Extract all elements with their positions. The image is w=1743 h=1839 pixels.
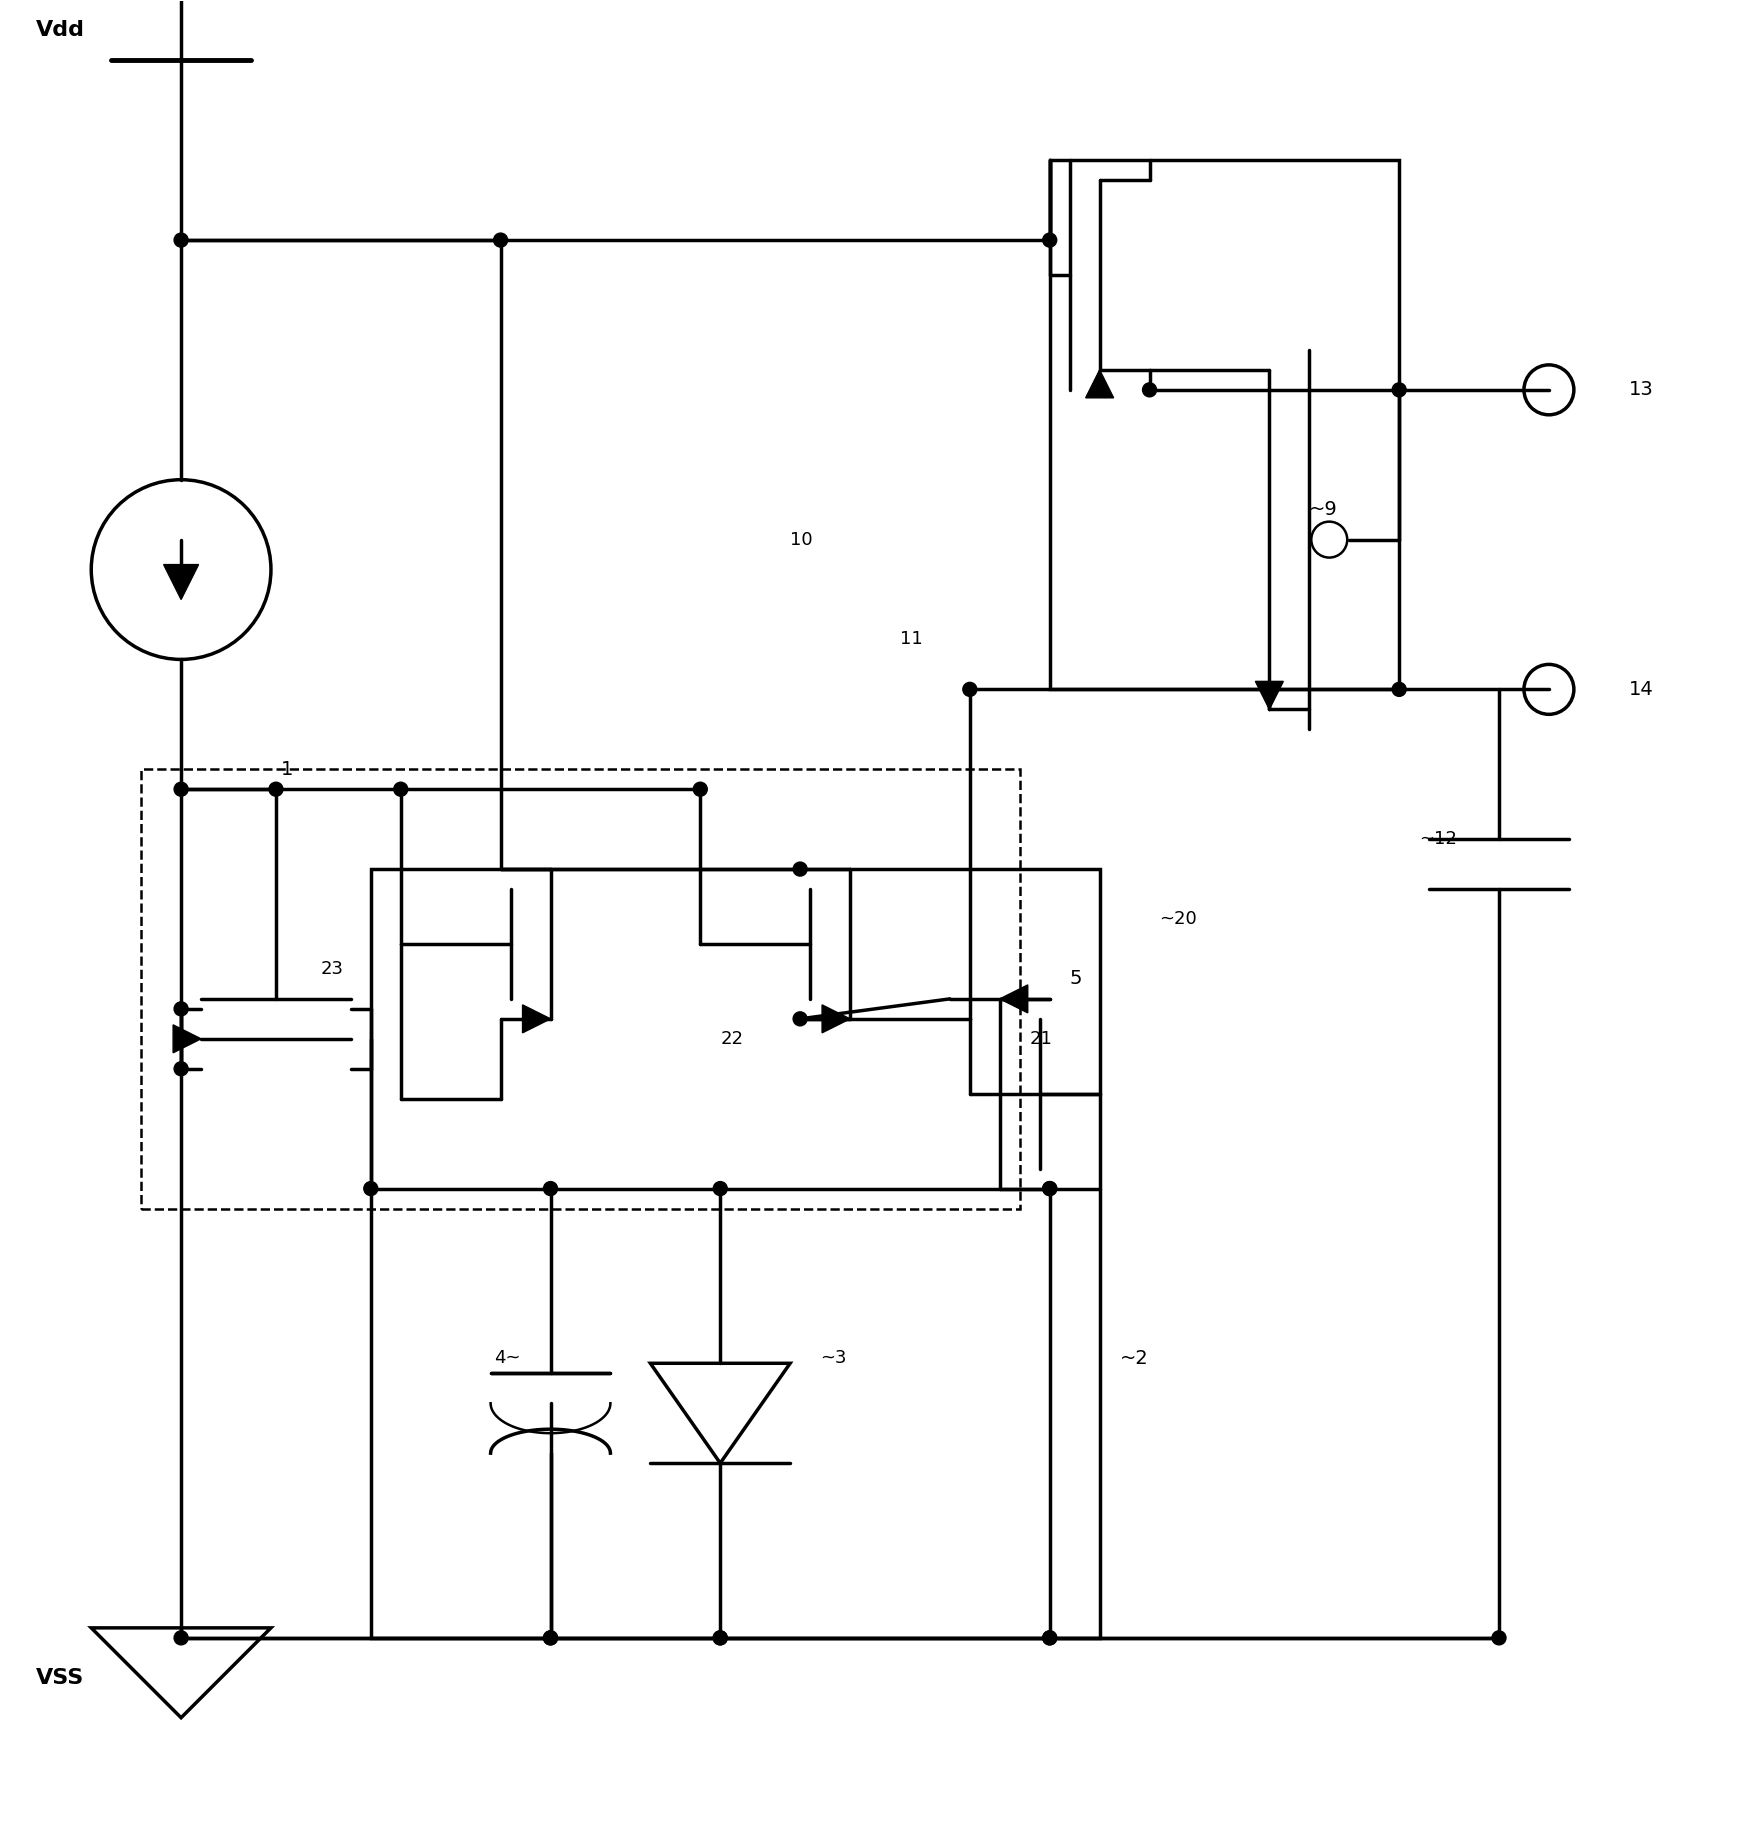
Circle shape [174,1002,188,1015]
Circle shape [793,862,807,875]
Circle shape [394,782,408,796]
Polygon shape [1000,986,1028,1013]
Circle shape [713,1182,727,1195]
Circle shape [493,234,507,246]
Circle shape [364,1182,378,1195]
Text: ~12: ~12 [1419,829,1457,848]
Circle shape [1042,1631,1056,1644]
Circle shape [544,1182,558,1195]
Polygon shape [823,1004,851,1034]
Bar [1049,160,1400,690]
Text: 23: 23 [321,960,343,978]
Circle shape [544,1631,558,1644]
Circle shape [174,234,188,246]
Circle shape [544,1631,558,1644]
Text: ~2: ~2 [1119,1348,1149,1368]
Text: VSS: VSS [37,1668,85,1688]
Polygon shape [164,565,199,600]
Bar [371,870,1100,1639]
Circle shape [174,1631,188,1644]
Circle shape [1042,1182,1056,1195]
Text: ~9: ~9 [1309,500,1339,519]
Circle shape [268,782,282,796]
Circle shape [1042,1631,1056,1644]
Bar [141,769,1020,1208]
Circle shape [793,1011,807,1026]
Circle shape [1393,383,1407,397]
Text: 5: 5 [1070,969,1082,988]
Circle shape [1042,234,1056,246]
Text: Vdd: Vdd [37,20,85,40]
Text: ~3: ~3 [821,1350,847,1368]
Circle shape [1393,682,1407,697]
Polygon shape [173,1024,200,1052]
Text: 10: 10 [790,531,812,548]
Circle shape [1143,383,1157,397]
Polygon shape [523,1004,551,1034]
Text: 13: 13 [1628,381,1654,399]
Polygon shape [1086,370,1114,397]
Text: 11: 11 [899,631,922,649]
Polygon shape [1255,682,1283,710]
Circle shape [713,1631,727,1644]
Text: ~20: ~20 [1159,910,1197,929]
Text: 14: 14 [1628,680,1654,699]
Text: 21: 21 [1030,1030,1053,1048]
Circle shape [713,1631,727,1644]
Text: 1: 1 [281,760,293,778]
Text: 4~: 4~ [493,1350,521,1368]
Text: 22: 22 [720,1030,743,1048]
Circle shape [174,782,188,796]
Circle shape [694,782,708,796]
Circle shape [1492,1631,1506,1644]
Circle shape [962,682,976,697]
Circle shape [1262,682,1276,697]
Circle shape [1042,1182,1056,1195]
Circle shape [174,1061,188,1076]
